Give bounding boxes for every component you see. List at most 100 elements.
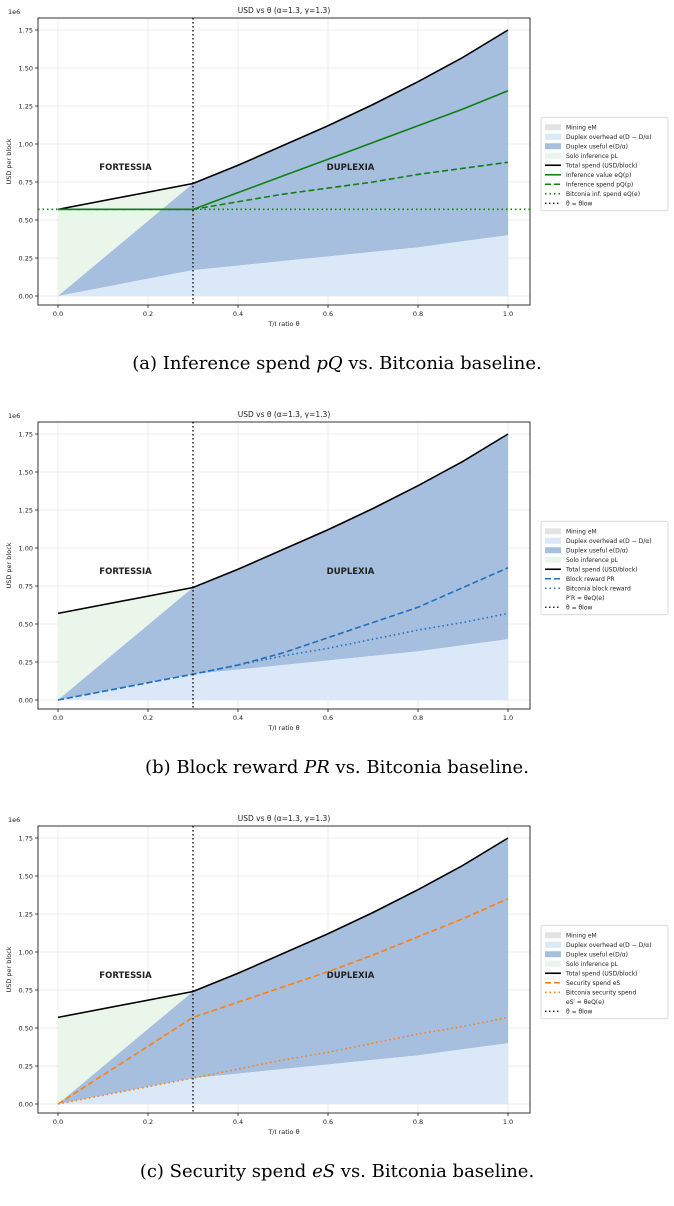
region-label-fortessia: FORTESSIA [99,971,152,981]
x-tick-label: 0.4 [233,714,243,722]
x-axis-label: T/I ratio θ [267,320,299,328]
x-tick-label: 0.6 [323,1118,333,1126]
legend-label: Solo inference pL [566,961,619,968]
legend-swatch [545,941,561,948]
caption-rest: vs. Bitconia baseline. [335,1161,535,1182]
legend-label: Mining eM [566,528,597,535]
legend-label: Mining eM [566,124,597,131]
area-duplex-useful [58,30,508,296]
caption-label: (a) Inference spend [132,353,317,374]
y-tick-label: 0.75 [19,582,33,590]
legend-label: Bitconia block reward [566,585,631,592]
chart-svg: 0.0 0.2 0.4 0.6 0.8 1.0 0.00 0.25 0.50 0.75 1.00 1.… [5,410,669,732]
y-tick-label: 1.00 [19,140,33,148]
legend-swatch [545,152,561,159]
chart-panel-a: 0.0 0.2 0.4 0.6 0.8 1.0 0.00 0.25 0.50 0.75 1.00 1.… [0,0,674,398]
legend-swatch [545,124,561,131]
axes-frame [37,17,531,306]
legend-label: Duplex useful e(D/α) [566,143,628,150]
y-tick-label: 0.75 [19,178,33,186]
x-tick-label: 0.2 [143,310,153,318]
x-axis-label: T/I ratio θ [267,1128,299,1136]
series-line [57,837,509,1019]
legend-box [540,116,669,212]
axes-frame [37,421,531,710]
caption-math: PR [304,757,330,778]
x-axis-label: T/I ratio θ [267,724,299,732]
chart-svg: 0.0 0.2 0.4 0.6 0.8 1.0 0.00 0.25 0.50 0.75 1.00 1.… [5,814,669,1136]
legend-swatch [545,556,561,563]
series-line [57,1016,509,1105]
y-tick-label: 1.50 [19,468,33,476]
y-scale-label: 1e6 [8,412,20,420]
series-line [57,433,509,615]
x-tick-label: 0.2 [143,1118,153,1126]
legend-label: θ = θlow [566,1008,593,1015]
x-tick-label: 0.8 [413,1118,423,1126]
y-tick-label: 1.75 [19,834,33,842]
series-line [58,90,509,211]
chart-svg: 0.0 0.2 0.4 0.6 0.8 1.0 0.00 0.25 0.50 0.75 1.00 1.… [5,6,669,328]
legend-label: Duplex useful e(D/α) [566,951,628,958]
region-label-fortessia: FORTESSIA [99,163,152,173]
x-tick-label: 0.6 [323,714,333,722]
y-tick-label: 0.25 [19,254,33,262]
legend-swatch [545,960,561,967]
legend-swatch [545,143,561,150]
legend-label: Security spend eS [566,980,620,987]
x-tick-label: 0.8 [413,714,423,722]
x-tick-label: 1.0 [503,1118,513,1126]
series-line [58,161,509,211]
legend-swatch [545,932,561,939]
y-tick-label: 0.00 [19,1100,33,1108]
chart-panel-c: 0.0 0.2 0.4 0.6 0.8 1.0 0.00 0.25 0.50 0.75 1.00 1.… [0,808,674,1206]
y-axis-label: USD per block [5,946,13,992]
caption-math: pQ [316,353,343,374]
legend-swatch [545,528,561,535]
legend-label: Block reward PR [566,576,615,583]
caption-rest: vs. Bitconia baseline. [329,757,529,778]
y-axis-label: USD per block [5,542,13,588]
y-tick-label: 1.25 [19,506,33,514]
legend-label: θ = θlow [566,604,593,611]
series-line [57,29,509,211]
y-tick-label: 1.50 [19,872,33,880]
chart-title: USD vs θ (α=1.3, γ=1.3) [238,6,331,15]
legend-label: Bitconia inf. spend eQ(e) [566,191,640,198]
series-line [57,567,509,701]
legend-label: Inference value eQ(p) [566,172,631,179]
legend-label: Solo inference pL [566,557,619,564]
x-tick-label: 1.0 [503,310,513,318]
legend-label: eS′ = θeQ(e) [566,999,604,1006]
legend-swatch [545,547,561,554]
figure-caption: (b) Block reward PR vs. Bitconia baselin… [0,757,674,778]
x-tick-label: 0.6 [323,310,333,318]
y-tick-label: 1.50 [19,64,33,72]
chart-panel-b: 0.0 0.2 0.4 0.6 0.8 1.0 0.00 0.25 0.50 0.75 1.00 1.… [0,404,674,802]
region-label-duplexia: DUPLEXIA [327,971,375,981]
chart-title: USD vs θ (α=1.3, γ=1.3) [238,410,331,419]
legend-label: Bitconia security spend [566,989,636,996]
region-label-duplexia: DUPLEXIA [327,163,375,173]
area-duplex-overhead [58,235,508,296]
legend-label: Duplex useful e(D/α) [566,547,628,554]
legend-label: Mining eM [566,932,597,939]
region-label-fortessia: FORTESSIA [99,567,152,577]
x-tick-label: 0.8 [413,310,423,318]
legend-label: Inference spend pQ(p) [566,181,633,188]
legend-box [540,924,669,1020]
area-duplex-overhead [58,1043,508,1104]
series-line [57,898,509,1105]
x-tick-label: 0.0 [53,714,63,722]
figure-caption: (a) Inference spend pQ vs. Bitconia base… [0,353,674,374]
series-line [57,612,509,701]
x-tick-label: 0.4 [233,310,243,318]
y-tick-label: 1.00 [19,948,33,956]
legend-label: Solo inference pL [566,153,619,160]
y-axis-label: USD per block [5,138,13,184]
legend-label: Duplex overhead e(D − D/α) [566,134,652,141]
y-tick-label: 0.25 [19,1062,33,1070]
y-tick-label: 0.50 [19,620,33,628]
y-scale-label: 1e6 [8,8,20,16]
area-duplex-useful [58,838,508,1104]
